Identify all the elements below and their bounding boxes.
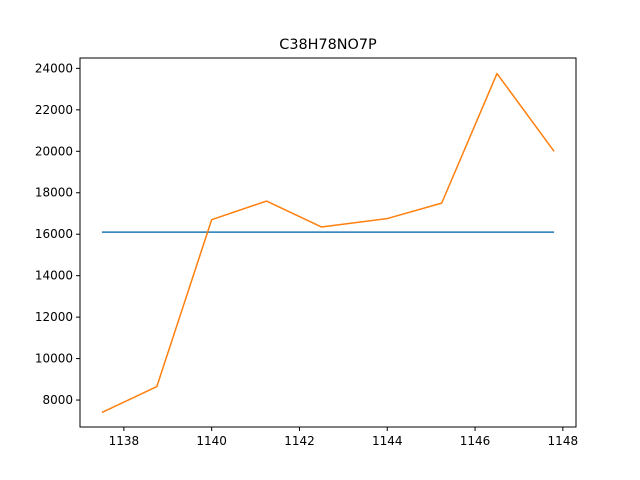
y-tick-label: 18000 (35, 186, 73, 200)
x-tick-label: 1138 (109, 434, 140, 448)
y-tick-label: 14000 (35, 269, 73, 283)
x-tick-label: 1142 (284, 434, 315, 448)
x-tick-label: 1144 (372, 434, 403, 448)
series-layer (101, 72, 555, 414)
y-tick-label: 10000 (35, 352, 73, 366)
chart-title: C38H78NO7P (279, 37, 377, 53)
y-tick-label: 16000 (35, 227, 73, 241)
axes-layer: 1138 1140 1142 1144 1146 1148 8000 10000 12000 14… (35, 61, 578, 448)
x-tick-label: 1146 (460, 434, 491, 448)
y-tick-label: 24000 (35, 61, 73, 75)
x-tick-label: 1148 (548, 434, 579, 448)
y-tick-label: 12000 (35, 310, 73, 324)
y-tick-label: 20000 (35, 144, 73, 158)
x-tick-label: 1140 (196, 434, 227, 448)
plot-frame (79, 57, 577, 428)
series-line-2 (101, 72, 555, 414)
y-tick-label: 22000 (35, 103, 73, 117)
y-tick-label: 8000 (42, 393, 73, 407)
